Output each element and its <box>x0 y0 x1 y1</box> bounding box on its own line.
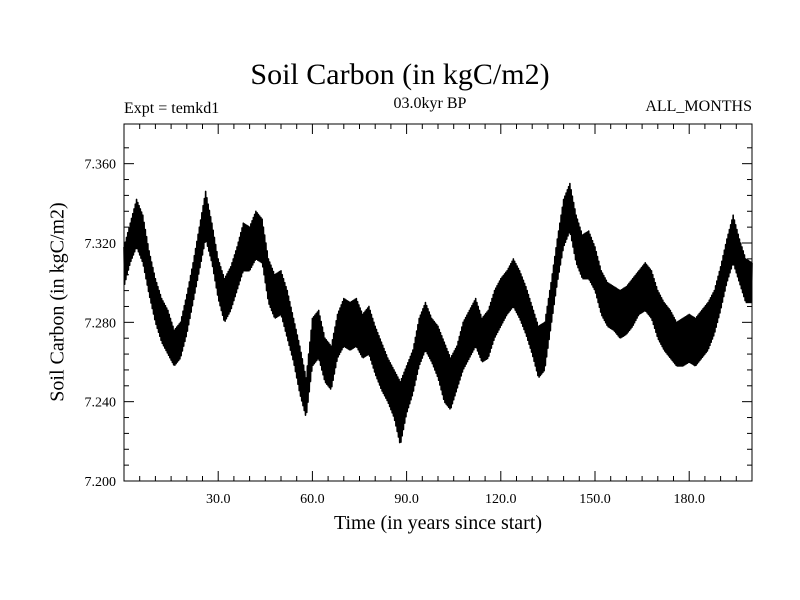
x-tick-label: 120.0 <box>485 492 517 507</box>
y-tick-label: 7.280 <box>85 316 117 331</box>
y-tick-label: 7.360 <box>85 158 117 173</box>
ticks-layer: 30.0 60.0 90.0 120.0 150.0 180.0 7.200 7.240 7.2… <box>85 124 752 507</box>
x-axis-label: Time (in years since start) <box>333 512 543 534</box>
period-label: 03.0kyr BP <box>393 95 467 112</box>
x-tick-label: 150.0 <box>579 492 611 507</box>
y-tick-label: 7.320 <box>85 237 117 252</box>
x-tick-label: 30.0 <box>206 492 231 507</box>
chart-title: Soil Carbon (in kgC/m2) <box>250 58 550 91</box>
series-line-0 <box>123 182 753 444</box>
experiment-label: Expt = temkd1 <box>124 100 220 117</box>
x-tick-label: 180.0 <box>673 492 705 507</box>
series-layer <box>123 182 753 444</box>
y-tick-label: 7.200 <box>85 475 117 490</box>
months-label: ALL_MONTHS <box>645 98 752 115</box>
x-tick-label: 60.0 <box>300 492 325 507</box>
x-tick-label: 90.0 <box>394 492 419 507</box>
plot-frame <box>123 123 753 482</box>
y-tick-label: 7.240 <box>85 396 117 411</box>
